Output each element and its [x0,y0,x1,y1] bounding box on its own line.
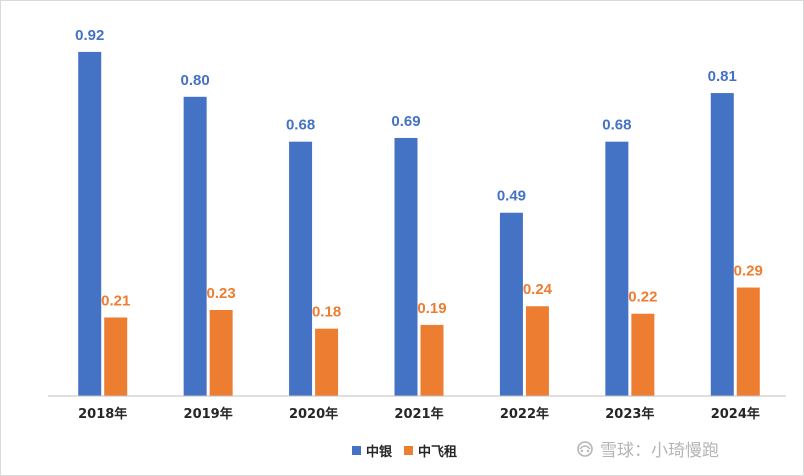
data-label-series-1-2019年: 0.80 [181,72,210,89]
bar-series-2-2018年 [104,317,128,396]
bar-series-2-2020年 [315,328,339,396]
x-tick-label-2018年: 2018年 [78,406,127,422]
watermark: 雪球：小琦慢跑 [574,436,719,461]
bar-series-2-2024年 [736,287,760,396]
legend-item-series-1: 中银 [352,441,392,460]
bar-series-1-2021年 [394,137,418,396]
data-label-series-1-2020年: 0.68 [286,117,315,134]
bar-series-1-2023年 [605,141,629,396]
data-label-series-1-2021年: 0.69 [391,113,420,130]
data-label-series-1-2018年: 0.92 [75,27,104,44]
data-label-series-2-2023年: 0.22 [628,289,657,306]
data-label-series-2-2018年: 0.21 [101,292,130,309]
data-label-series-2-2021年: 0.19 [417,300,446,317]
bars-group [78,51,760,397]
x-tick-label-2020年: 2020年 [289,406,338,422]
bar-series-1-2020年 [289,141,313,396]
data-label-series-1-2022年: 0.49 [497,188,526,205]
legend-swatch-series-1 [352,446,361,455]
bar-series-2-2021年 [420,324,444,396]
bar-series-2-2023年 [631,313,655,396]
data-label-series-1-2024年: 0.81 [708,68,737,85]
data-label-series-2-2022年: 0.24 [523,281,553,298]
data-label-series-2-2024年: 0.29 [734,263,763,280]
x-tick-label-2019年: 2019年 [184,406,233,422]
labels-group: 0.92 0.21 2018年 0.80 0.23 2019年 0.68 0.18 2020年 0… [75,27,763,422]
snowball-logo-icon [577,440,593,457]
data-label-series-1-2023年: 0.68 [602,117,631,134]
x-tick-label-2021年: 2021年 [394,406,443,422]
bar-series-1-2024年 [710,93,734,396]
legend-item-series-2: 中飞租 [404,441,457,460]
watermark-text: 雪球：小琦慢跑 [600,441,719,461]
bar-series-1-2022年 [499,212,523,396]
legend-label-series-1: 中银 [366,445,393,460]
legend-swatch-series-2 [404,446,414,455]
bar-series-2-2019年 [209,309,233,396]
bar-series-1-2019年 [183,96,207,397]
bar-series-1-2018年 [78,51,102,397]
x-tick-label-2022年: 2022年 [500,406,549,422]
data-label-series-2-2019年: 0.23 [207,285,236,302]
x-tick-label-2023年: 2023年 [605,406,654,422]
legend: 中银 中飞租 [352,441,469,460]
bar-series-2-2022年 [525,306,549,396]
data-label-series-2-2020年: 0.18 [312,304,341,321]
legend-label-series-2: 中飞租 [418,445,458,460]
x-tick-label-2024年: 2024年 [711,406,760,422]
